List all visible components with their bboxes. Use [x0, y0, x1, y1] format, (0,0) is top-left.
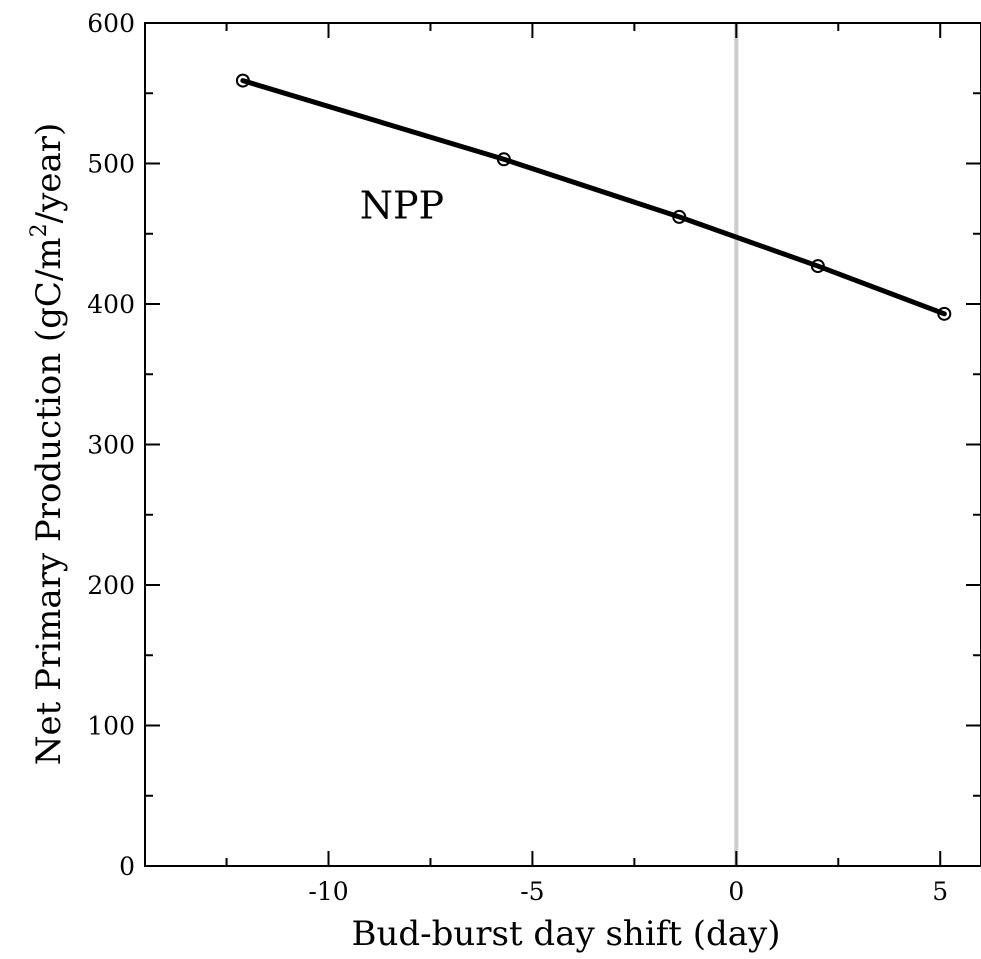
y-tick-label: 100: [87, 712, 135, 741]
x-tick-labels: -10 -5 0 5: [308, 877, 948, 906]
x-tick-label: 0: [728, 877, 744, 906]
plot-frame: [145, 23, 981, 866]
y-axis-title-main: Net Primary Production (gC/m: [29, 237, 69, 765]
series-layer: [237, 75, 950, 320]
x-tick-label: 5: [932, 877, 948, 906]
y-tick-label: 400: [87, 290, 135, 319]
tick-marks: [145, 23, 981, 866]
x-tick-label: -10: [308, 877, 348, 906]
x-axis-title: Bud-burst day shift (day): [351, 914, 780, 954]
y-axis-title: Net Primary Production (gC/m2/year): [27, 123, 69, 765]
y-tick-label: 0: [119, 852, 135, 881]
y-axis-title-tail: /year): [29, 123, 69, 224]
y-tick-label: 500: [87, 150, 135, 179]
x-tick-label: -5: [520, 877, 544, 906]
y-tick-labels: 0 100 200 300 400 500 600: [87, 9, 135, 881]
npp-annotation: NPP: [360, 184, 444, 228]
y-tick-label: 200: [87, 571, 135, 600]
npp-series-line: [243, 81, 944, 314]
y-tick-label: 300: [87, 431, 135, 460]
y-axis-title-superscript: 2: [27, 223, 52, 237]
y-tick-label: 600: [87, 9, 135, 38]
